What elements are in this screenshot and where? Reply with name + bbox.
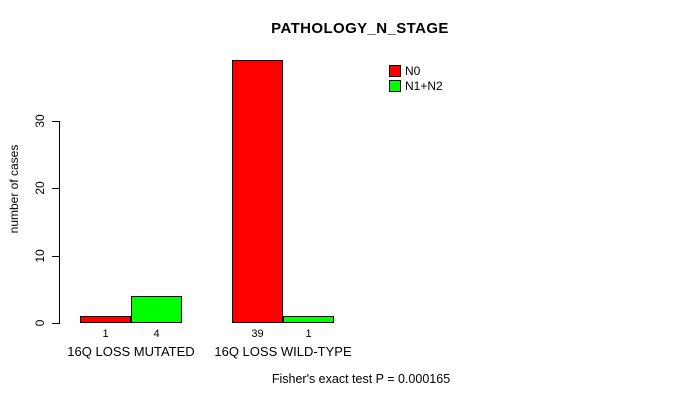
chart-title: PATHOLOGY_N_STAGE xyxy=(271,20,449,37)
category-label-0: 16Q LOSS MUTATED xyxy=(67,344,195,359)
y-tick-label: 0 xyxy=(33,319,47,327)
legend-item: N0 xyxy=(389,63,443,78)
legend: N0 N1+N2 xyxy=(389,63,443,93)
legend-label: N1+N2 xyxy=(405,78,443,93)
y-tick xyxy=(52,188,59,189)
legend-swatch-n0 xyxy=(389,64,401,77)
legend-label: N0 xyxy=(405,63,421,78)
bar-n1-n2-group-1 xyxy=(283,316,334,323)
y-tick xyxy=(52,323,59,324)
bar-value-label: 1 xyxy=(305,328,312,340)
bar-n0-group-1 xyxy=(232,60,283,323)
bar-n1-n2-group-0 xyxy=(131,296,182,323)
bar-value-label: 39 xyxy=(251,328,264,340)
legend-swatch-n1-n2 xyxy=(389,79,401,92)
y-tick xyxy=(52,121,59,122)
legend-item: N1+N2 xyxy=(389,78,443,93)
y-axis-line xyxy=(59,121,60,324)
y-tick-label: 30 xyxy=(33,114,47,128)
y-axis-label: number of cases xyxy=(7,144,21,234)
bar-value-label: 1 xyxy=(102,328,109,340)
bar-value-label: 4 xyxy=(153,328,160,340)
bar-n0-group-0 xyxy=(80,316,131,323)
fisher-exact-test-annotation: Fisher's exact test P = 0.000165 xyxy=(271,372,451,386)
y-tick-label: 20 xyxy=(33,181,47,195)
category-label-1: 16Q LOSS WILD-TYPE xyxy=(214,344,352,359)
y-tick-label: 10 xyxy=(33,249,47,263)
y-tick xyxy=(52,256,59,257)
